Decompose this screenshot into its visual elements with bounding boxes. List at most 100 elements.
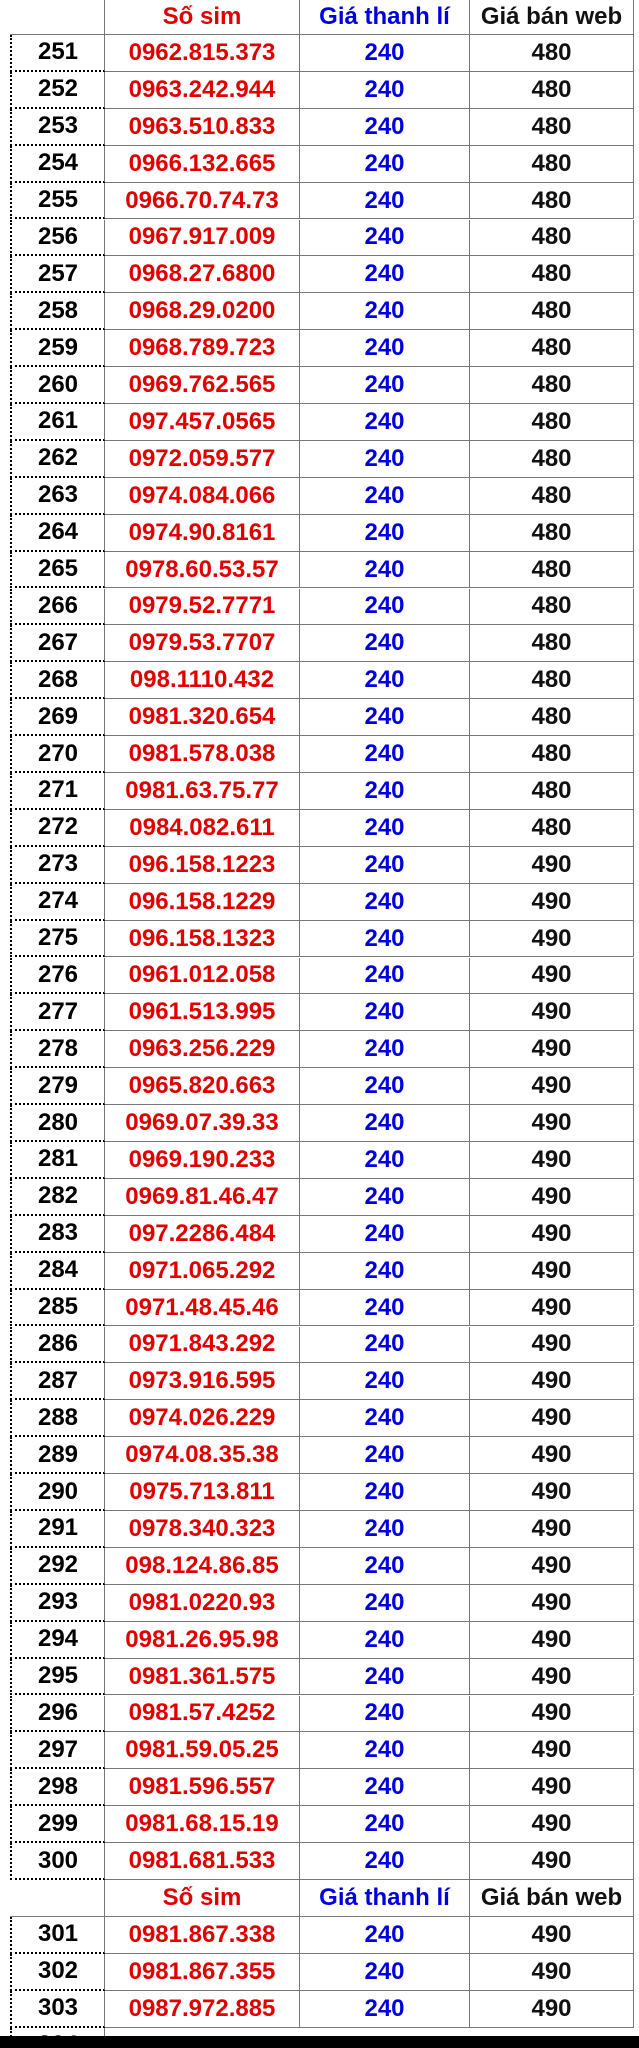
row-number: 302 (10, 1953, 105, 1991)
sim-number: 0969.81.46.47 (105, 1178, 300, 1216)
web-price: 480 (470, 330, 634, 368)
clearance-price: 240 (300, 1953, 470, 1991)
clearance-price: 240 (300, 1326, 470, 1364)
web-price: 480 (470, 551, 634, 589)
sim-number: 0974.026.229 (105, 1400, 300, 1438)
web-price: 480 (470, 736, 634, 773)
clearance-price: 240 (300, 1068, 470, 1106)
web-price: 490 (470, 1547, 634, 1585)
clearance-price: 240 (300, 1769, 470, 1807)
web-price: 480 (470, 477, 634, 515)
web-price: 490 (470, 1732, 634, 1770)
sim-number: 0981.57.4252 (105, 1695, 300, 1733)
web-price: 490 (470, 1916, 634, 1954)
web-price: 490 (470, 1511, 634, 1548)
row-number: 273 (10, 846, 105, 884)
web-price: 480 (470, 182, 634, 220)
web-price: 490 (470, 1068, 634, 1106)
web-price: 480 (470, 108, 634, 146)
clearance-price: 240 (300, 1105, 470, 1142)
row-number: 270 (10, 736, 105, 773)
sim-number: 0981.361.575 (105, 1658, 300, 1696)
row-number: 256 (10, 219, 105, 257)
row-number: 287 (10, 1363, 105, 1401)
row-number: 279 (10, 1068, 105, 1106)
row-number: 281 (10, 1142, 105, 1179)
row-number: 298 (10, 1769, 105, 1807)
clearance-price: 240 (300, 35, 470, 72)
sim-number: 0965.820.663 (105, 1068, 300, 1106)
clearance-price: 240 (300, 514, 470, 552)
row-number: 293 (10, 1584, 105, 1622)
row-number: 288 (10, 1400, 105, 1438)
row-number: 294 (10, 1621, 105, 1659)
row-number: 275 (10, 920, 105, 958)
web-price: 480 (470, 662, 634, 700)
web-price: 490 (470, 1289, 634, 1327)
row-number: 258 (10, 293, 105, 331)
sim-number: 0981.59.05.25 (105, 1732, 300, 1770)
web-price: 480 (470, 588, 634, 626)
row-number: 262 (10, 440, 105, 478)
sim-number: 0981.681.533 (105, 1843, 300, 1880)
clearance-price: 240 (300, 883, 470, 921)
clearance-price: 240 (300, 293, 470, 331)
sim-number: 0981.0220.93 (105, 1584, 300, 1622)
row-number: 276 (10, 957, 105, 995)
row-number: 297 (10, 1732, 105, 1770)
clearance-price: 240 (300, 219, 470, 257)
sim-number: 0963.242.944 (105, 71, 300, 109)
row-number: 274 (10, 883, 105, 921)
web-price: 490 (470, 1178, 634, 1216)
clearance-price: 240 (300, 256, 470, 294)
sim-number: 096.158.1223 (105, 846, 300, 884)
row-number: 299 (10, 1806, 105, 1844)
row-number: 253 (10, 108, 105, 146)
row-number: 269 (10, 699, 105, 737)
web-price: 490 (470, 957, 634, 995)
clearance-price: 240 (300, 994, 470, 1032)
web-price: 480 (470, 256, 634, 294)
clearance-price: 240 (300, 1547, 470, 1585)
row-number: 265 (10, 551, 105, 589)
sim-number: 0975.713.811 (105, 1474, 300, 1511)
sim-number: 0981.320.654 (105, 699, 300, 737)
clearance-price: 240 (300, 588, 470, 626)
row-number: 271 (10, 773, 105, 810)
row-number: 300 (10, 1843, 105, 1880)
row-number: 291 (10, 1511, 105, 1548)
row-number: 278 (10, 1031, 105, 1069)
sim-number: 096.158.1323 (105, 920, 300, 958)
sim-number: 0971.065.292 (105, 1252, 300, 1290)
web-price: 480 (470, 293, 634, 331)
sim-number: 0981.867.338 (105, 1916, 300, 1954)
clearance-price: 240 (300, 1437, 470, 1475)
row-number: 272 (10, 809, 105, 847)
sim-number: 0987.972.885 (105, 1990, 300, 2028)
web-price: 490 (470, 1326, 634, 1364)
sim-number: 0963.510.833 (105, 108, 300, 146)
clearance-price: 240 (300, 736, 470, 773)
sim-number: 0981.26.95.98 (105, 1621, 300, 1659)
clearance-price: 240 (300, 1031, 470, 1069)
web-price: 480 (470, 145, 634, 183)
clearance-price: 240 (300, 1916, 470, 1954)
sim-number: 0969.07.39.33 (105, 1105, 300, 1142)
web-price: 480 (470, 404, 634, 441)
row-number: 255 (10, 182, 105, 220)
bottom-bar (0, 2036, 639, 2048)
row-number: 295 (10, 1658, 105, 1696)
column-header: Số sim (105, 0, 300, 35)
web-price: 480 (470, 367, 634, 404)
row-number: 266 (10, 588, 105, 626)
clearance-price: 240 (300, 625, 470, 663)
row-number: 301 (10, 1916, 105, 1954)
clearance-price: 240 (300, 1658, 470, 1696)
column-header: Giá thanh lí (300, 1880, 470, 1917)
clearance-price: 240 (300, 145, 470, 183)
web-price: 490 (470, 1400, 634, 1438)
row-number: 289 (10, 1437, 105, 1475)
column-header: Giá bán web (470, 0, 634, 35)
web-price: 480 (470, 699, 634, 737)
web-price: 480 (470, 71, 634, 109)
